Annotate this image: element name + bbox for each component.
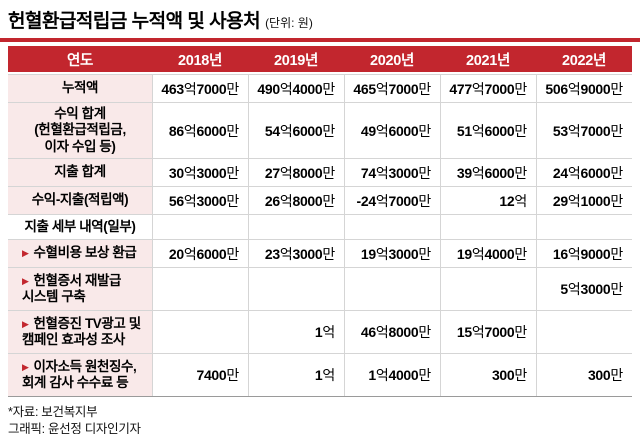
value-cell bbox=[152, 268, 248, 310]
value-cell bbox=[344, 268, 440, 310]
value-cell: 300 만 bbox=[440, 354, 536, 396]
unit-label: (단위: 원) bbox=[265, 16, 313, 30]
table-row: 수익-지출(적립액) 56 억 3000 만 26 억 8000 만 -24 억 7000 만 12 억 29… bbox=[8, 187, 632, 215]
column-header-year: 2018년 bbox=[177, 52, 223, 69]
value-cell: 20 억 6000 만 bbox=[152, 240, 248, 267]
value-cell: 46 억 8000 만 bbox=[344, 311, 440, 353]
value-cell: 12 억 bbox=[440, 187, 536, 214]
value-cell: 74 억 3000 만 bbox=[344, 159, 440, 186]
value-cell: 465 억 7000 만 bbox=[344, 75, 440, 102]
row-arrow-icon: ▶ bbox=[22, 361, 29, 372]
value-cell bbox=[536, 215, 632, 239]
value-cell bbox=[152, 215, 248, 239]
value-cell: 56 억 3000 만 bbox=[152, 187, 248, 214]
source-note: *자료: 보건복지부 bbox=[8, 405, 98, 419]
title-row: 헌혈환급적립금 누적액 및 사용처 (단위: 원) bbox=[0, 0, 640, 33]
value-cell: 15 억 7000 만 bbox=[440, 311, 536, 353]
value-cell: 300 만 bbox=[536, 354, 632, 396]
footer: *자료: 보건복지부 그래픽: 윤선정 디자인기자 bbox=[8, 404, 632, 434]
column-header-year: 2021년 bbox=[465, 52, 511, 69]
value-cell: 19 억 4000 만 bbox=[440, 240, 536, 267]
value-cell: 463 억 7000 만 bbox=[152, 75, 248, 102]
value-cell bbox=[440, 268, 536, 310]
row-label: ▶ 수혈비용 보상 환급 bbox=[8, 240, 152, 267]
row-label: 지출 세부 내역(일부) bbox=[8, 215, 152, 239]
table-header-row: 연도 2018년 2019년 2020년 2021년 2022년 bbox=[8, 46, 632, 72]
row-label: 지출 합계 bbox=[8, 159, 152, 186]
table-row: 지출 합계 30 억 3000 만 27 억 8000 만 74 억 3000 만 39 억 6000 만 24 억… bbox=[8, 159, 632, 187]
table-row: 지출 세부 내역(일부) bbox=[8, 215, 632, 240]
row-label: 수익 합계 (헌혈환급적립금, 이자 수입 등) bbox=[8, 103, 152, 158]
table-row: ▶ 수혈비용 보상 환급 20 억 6000 만 23 억 3000 만 19 억 3000 만 19 억 40… bbox=[8, 240, 632, 268]
column-header-year: 2020년 bbox=[369, 52, 415, 69]
value-cell: 24 억 6000 만 bbox=[536, 159, 632, 186]
value-cell: 54 억 6000 만 bbox=[248, 103, 344, 158]
table-row: 누적액 463 억 7000 만 490 억 4000 만 465 억 7000 만 477 억 7000 만 5… bbox=[8, 75, 632, 103]
data-table: 연도 2018년 2019년 2020년 2021년 2022년 누적액 463 억 7000 만… bbox=[8, 46, 632, 397]
value-cell: 506 억 9000 만 bbox=[536, 75, 632, 102]
value-cell: 26 억 8000 만 bbox=[248, 187, 344, 214]
table-row: ▶ 헌혈증진 TV광고 및 캠페인 효과성 조사 1 억 46 억 8000 만 15 억 7000… bbox=[8, 311, 632, 354]
value-cell: 27 억 8000 만 bbox=[248, 159, 344, 186]
value-cell: 29 억 1000 만 bbox=[536, 187, 632, 214]
column-header-label: 연도 bbox=[66, 52, 94, 69]
value-cell: 86 억 6000 만 bbox=[152, 103, 248, 158]
row-label: 수익-지출(적립액) bbox=[8, 187, 152, 214]
page-title: 헌혈환급적립금 누적액 및 사용처 bbox=[8, 11, 261, 32]
value-cell: 477 억 7000 만 bbox=[440, 75, 536, 102]
value-cell bbox=[248, 268, 344, 310]
credit-note: 그래픽: 윤선정 디자인기자 bbox=[8, 421, 141, 434]
value-cell bbox=[344, 215, 440, 239]
row-arrow-icon: ▶ bbox=[22, 275, 29, 286]
table-row: ▶ 헌혈증서 재발급 시스템 구축 5 억 3000 만 bbox=[8, 268, 632, 311]
value-cell: 23 억 3000 만 bbox=[248, 240, 344, 267]
value-cell: 51 억 6000 만 bbox=[440, 103, 536, 158]
value-cell: 30 억 3000 만 bbox=[152, 159, 248, 186]
value-cell: -24 억 7000 만 bbox=[344, 187, 440, 214]
column-header-year: 2019년 bbox=[273, 52, 319, 69]
row-arrow-icon: ▶ bbox=[22, 248, 29, 259]
value-cell: 39 억 6000 만 bbox=[440, 159, 536, 186]
value-cell bbox=[440, 215, 536, 239]
table-body: 누적액 463 억 7000 만 490 억 4000 만 465 억 7000 만 477 억 7000 만 5… bbox=[8, 74, 632, 397]
value-cell: 19 억 3000 만 bbox=[344, 240, 440, 267]
value-cell: 7400 만 bbox=[152, 354, 248, 396]
row-label: ▶ 이자소득 원천징수, 회계 감사 수수료 등 bbox=[8, 354, 152, 396]
value-cell: 16 억 9000 만 bbox=[536, 240, 632, 267]
value-cell: 490 억 4000 만 bbox=[248, 75, 344, 102]
row-label: 누적액 bbox=[8, 75, 152, 102]
title-divider bbox=[0, 38, 640, 42]
table-row: ▶ 이자소득 원천징수, 회계 감사 수수료 등 7400 만 1 억 1 억 4000 만 300… bbox=[8, 354, 632, 397]
row-label: ▶ 헌혈증서 재발급 시스템 구축 bbox=[8, 268, 152, 310]
value-cell: 49 억 6000 만 bbox=[344, 103, 440, 158]
row-arrow-icon: ▶ bbox=[22, 318, 29, 329]
value-cell bbox=[248, 215, 344, 239]
value-cell: 1 억 4000 만 bbox=[344, 354, 440, 396]
table-row: 수익 합계 (헌혈환급적립금, 이자 수입 등) 86 억 6000 만 54 억 6000 만… bbox=[8, 103, 632, 159]
value-cell bbox=[152, 311, 248, 353]
column-header-year: 2022년 bbox=[561, 52, 607, 69]
value-cell: 5 억 3000 만 bbox=[536, 268, 632, 310]
value-cell bbox=[536, 311, 632, 353]
row-label: ▶ 헌혈증진 TV광고 및 캠페인 효과성 조사 bbox=[8, 311, 152, 353]
value-cell: 53 억 7000 만 bbox=[536, 103, 632, 158]
